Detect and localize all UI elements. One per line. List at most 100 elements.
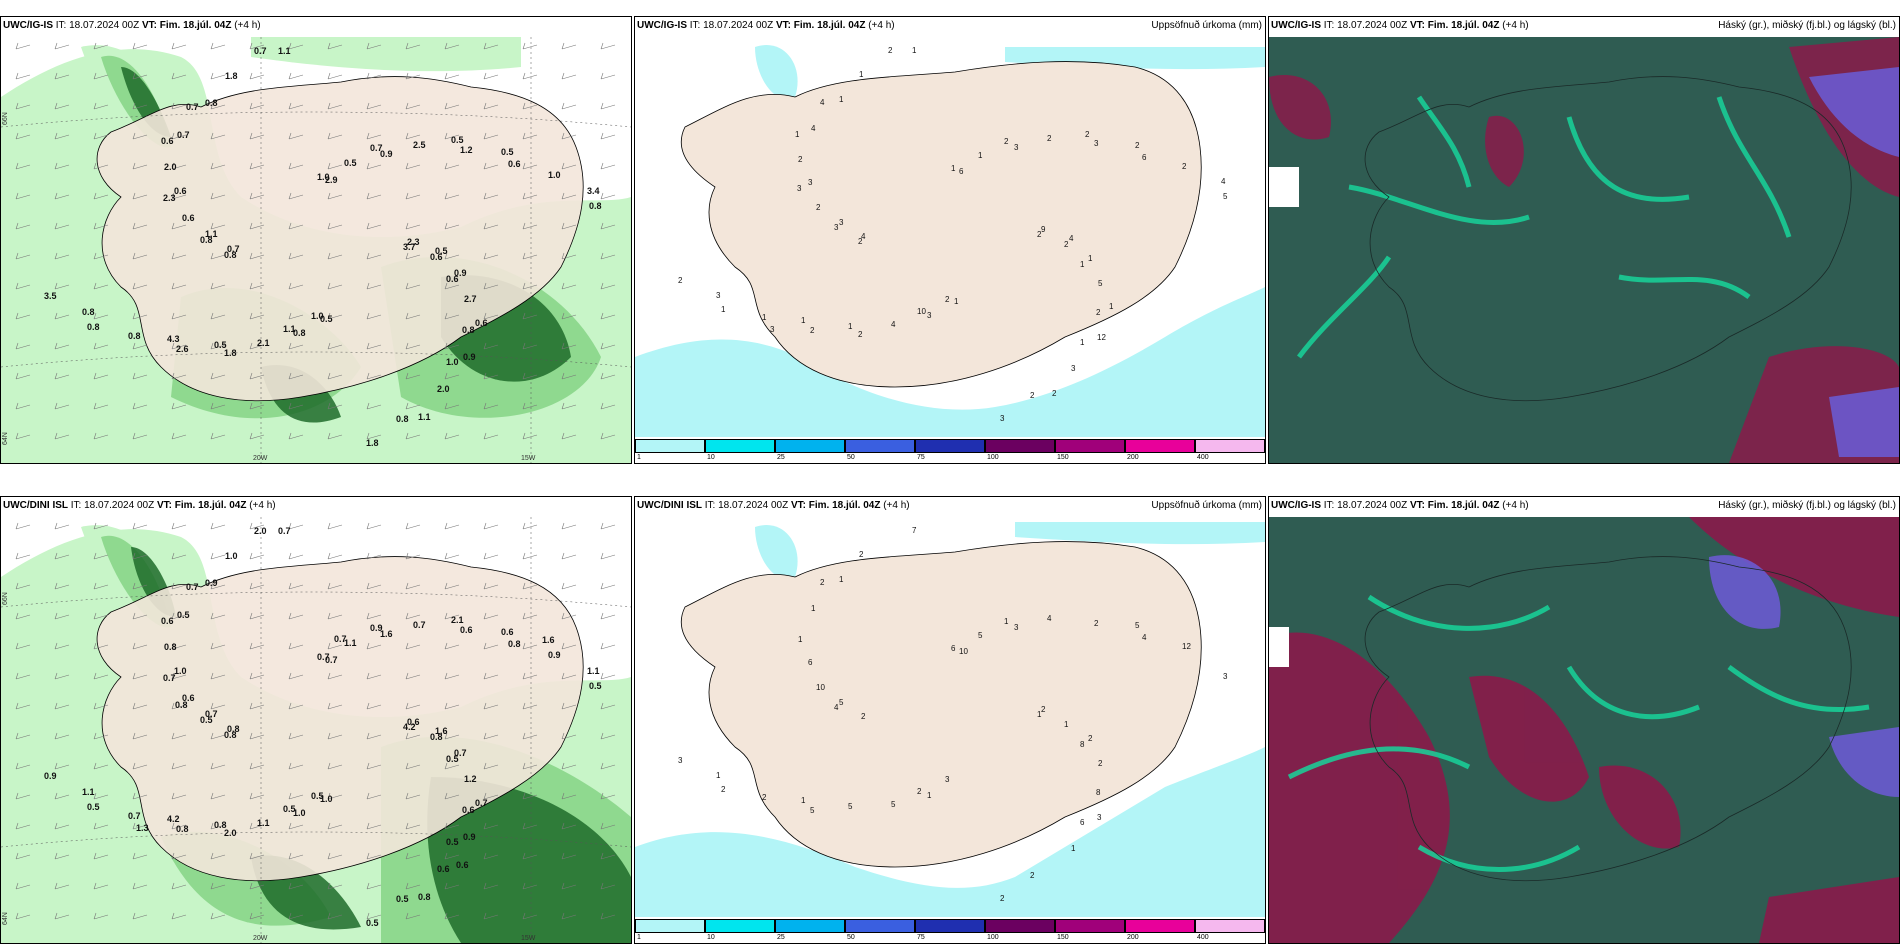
wind-barb xyxy=(171,282,187,290)
wind-barb xyxy=(366,702,382,710)
precip-value-label: 3 xyxy=(1094,139,1099,148)
precip-value-label: 2 xyxy=(1047,134,1052,143)
wind-barb xyxy=(561,702,577,710)
precip-value-label: 6 xyxy=(959,167,964,176)
wind-barb xyxy=(561,612,577,620)
precip-value-label: 0.8 xyxy=(430,732,443,742)
wind-barb xyxy=(600,42,616,50)
wind-barb xyxy=(15,672,31,680)
colorbar-tick-label: 100 xyxy=(987,934,999,941)
wind-barb xyxy=(54,132,70,140)
precip-value-label: 1.8 xyxy=(366,438,379,448)
precip-value-label: 1 xyxy=(801,316,806,325)
colorbar-tick-label: 1 xyxy=(637,934,641,941)
precip-value-label: 0.9 xyxy=(205,578,218,588)
wind-barb xyxy=(132,192,148,200)
precip-value-label: 1.0 xyxy=(225,551,238,561)
wind-barb xyxy=(249,402,265,410)
precip-value-label: 0.5 xyxy=(320,314,333,324)
wind-barb xyxy=(249,522,265,530)
wind-barb xyxy=(249,222,265,230)
precip-value-label: 8 xyxy=(1080,740,1085,749)
wind-barb xyxy=(249,822,265,830)
wind-barb xyxy=(288,522,304,530)
precip-value-label: 3 xyxy=(1000,414,1005,423)
wind-barb xyxy=(249,912,265,920)
precip-value-label: 1.0 xyxy=(446,357,459,367)
wind-barb xyxy=(405,162,421,170)
wind-barb xyxy=(288,672,304,680)
precip-value-label: 0.5 xyxy=(501,147,514,157)
lat-label-64n: 64N xyxy=(2,912,9,925)
wind-barb xyxy=(600,702,616,710)
wind-barb xyxy=(93,42,109,50)
wind-barb xyxy=(210,732,226,740)
wind-barb xyxy=(93,522,109,530)
wind-barb xyxy=(405,642,421,650)
colorbar-tick-label: 400 xyxy=(1197,934,1209,941)
panel-header: UWC/IG-IS IT: 18.07.2024 00Z VT: Fim. 18… xyxy=(637,20,895,31)
precip-value-label: 10 xyxy=(959,647,968,656)
precip-value-label: 0.7 xyxy=(334,634,347,644)
precip-value-label: 0.6 xyxy=(437,864,450,874)
wind-barb xyxy=(288,102,304,110)
precip-value-label: 0.6 xyxy=(407,717,420,727)
precip-value-label: 1 xyxy=(1088,254,1093,263)
wind-barb xyxy=(93,72,109,80)
precip-value-label: 0.5 xyxy=(446,837,459,847)
precip-value-label: 5 xyxy=(848,802,853,811)
precip-value-label: 0.5 xyxy=(451,135,464,145)
wind-barb xyxy=(171,912,187,920)
wind-barb xyxy=(15,642,31,650)
precip-value-label: 1 xyxy=(1004,617,1009,626)
wind-barb xyxy=(327,822,343,830)
wind-barb xyxy=(54,282,70,290)
precip-value-label: 4 xyxy=(1142,633,1147,642)
precip-value-label: 2.0 xyxy=(437,384,450,394)
colorbar-swatch xyxy=(1195,919,1265,933)
wind-barb xyxy=(366,42,382,50)
wind-barb xyxy=(327,852,343,860)
wind-barb xyxy=(483,732,499,740)
wind-barb xyxy=(132,612,148,620)
teal-cloud-area xyxy=(1287,594,1870,872)
wind-barb xyxy=(171,822,187,830)
wind-barb xyxy=(15,762,31,770)
precip-value-label: 1 xyxy=(811,604,816,613)
wind-barb xyxy=(327,342,343,350)
wind-barb xyxy=(561,432,577,440)
precip-value-label: 0.7 xyxy=(413,620,426,630)
precip-value-label: 1 xyxy=(1080,260,1085,269)
wind-barb xyxy=(288,552,304,560)
wind-barb xyxy=(600,72,616,80)
lon-label-20w: 20W xyxy=(253,935,268,942)
precip-value-label: 1.1 xyxy=(257,818,270,828)
precip-value-label: 0.9 xyxy=(548,650,561,660)
precip-value-label: 0.7 xyxy=(186,582,199,592)
precip-value-label: 0.7 xyxy=(128,811,141,821)
wind-barb xyxy=(561,732,577,740)
wind-barb xyxy=(600,822,616,830)
wind-barb xyxy=(93,102,109,110)
wind-barb xyxy=(93,912,109,920)
wind-barb xyxy=(522,402,538,410)
precip-value-label: 1 xyxy=(1080,338,1085,347)
wind-barb xyxy=(483,612,499,620)
precip-value-label: 5 xyxy=(839,698,844,707)
wind-barb xyxy=(132,732,148,740)
precip-value-label: 3.4 xyxy=(587,186,600,196)
wind-barb xyxy=(93,312,109,320)
wind-barb xyxy=(366,372,382,380)
wind-barb xyxy=(249,132,265,140)
wind-barb xyxy=(132,252,148,260)
precip-value-label: 4.2 xyxy=(403,722,416,732)
wind-barb xyxy=(366,222,382,230)
wind-barb xyxy=(561,72,577,80)
wind-barb xyxy=(366,132,382,140)
wind-barb xyxy=(288,72,304,80)
wind-barb xyxy=(483,252,499,260)
precip-value-label: 1.1 xyxy=(205,229,218,239)
precip-value-label: 2 xyxy=(1041,705,1046,714)
precip-value-label: 0.9 xyxy=(44,771,57,781)
precip-value-label: 0.5 xyxy=(177,610,190,620)
